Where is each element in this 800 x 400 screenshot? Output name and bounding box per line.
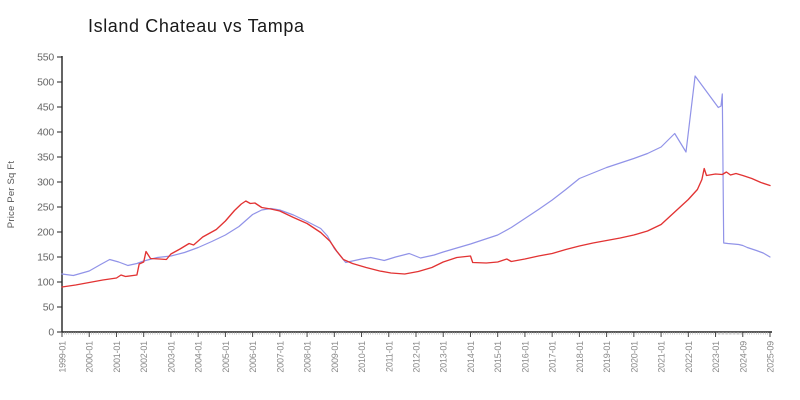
x-tick-label: 2013-01: [439, 341, 449, 373]
series-red: [61, 167, 771, 288]
x-tick-label: 2023-01: [711, 341, 721, 373]
x-tick-label: 2019-01: [602, 341, 612, 373]
y-tick-label: 350: [37, 152, 54, 164]
y-tick-label: 100: [37, 277, 54, 289]
x-tick-label: 2018-01: [575, 341, 585, 373]
series-blue: [61, 75, 771, 277]
x-tick-label: 2011-01: [384, 341, 394, 372]
x-tick-label: 2000-01: [85, 341, 95, 373]
x-tick-label: 2001-01: [112, 341, 122, 373]
x-tick-label: 2005-01: [221, 341, 231, 373]
x-tick-label: 2003-01: [166, 341, 176, 373]
x-tick-label: 2004-01: [194, 341, 204, 373]
y-tick-label: 400: [37, 127, 54, 139]
x-tick-label: 2014-01: [466, 341, 476, 373]
y-tick-label: 500: [37, 77, 54, 89]
y-tick-label: 150: [37, 252, 54, 264]
x-tick-label: 2010-01: [357, 341, 367, 373]
y-tick-label: 450: [37, 102, 54, 114]
y-tick-label: 550: [37, 52, 54, 64]
x-tick-label: 2002-01: [139, 341, 149, 373]
y-tick-label: 50: [43, 302, 55, 314]
x-tick-label: 2016-01: [520, 341, 530, 373]
y-axis-label: Price Per Sq Ft: [6, 161, 17, 229]
x-tick-label: 2020-01: [629, 341, 639, 373]
x-tick-label: 2017-01: [548, 341, 558, 373]
x-tick-label: 2021-01: [657, 341, 667, 373]
y-tick-label: 250: [37, 202, 54, 214]
x-tick-label: 2012-01: [412, 341, 422, 373]
x-tick-label: 1999-01: [58, 341, 68, 373]
y-tick-label: 200: [37, 227, 54, 239]
x-tick-label: 2008-01: [303, 341, 313, 373]
y-tick-label: 300: [37, 177, 54, 189]
x-tick-label: 2015-01: [493, 341, 503, 373]
y-tick-label: 0: [48, 327, 54, 339]
x-tick-label: 2006-01: [248, 341, 258, 373]
x-tick-label: 2025-09: [766, 341, 776, 373]
x-tick-label: 2024-09: [738, 341, 748, 373]
x-tick-label: 2007-01: [275, 341, 285, 373]
x-tick-label: 2022-01: [684, 341, 694, 373]
chart-title: Island Chateau vs Tampa: [88, 16, 305, 36]
x-tick-label: 2009-01: [330, 341, 340, 373]
